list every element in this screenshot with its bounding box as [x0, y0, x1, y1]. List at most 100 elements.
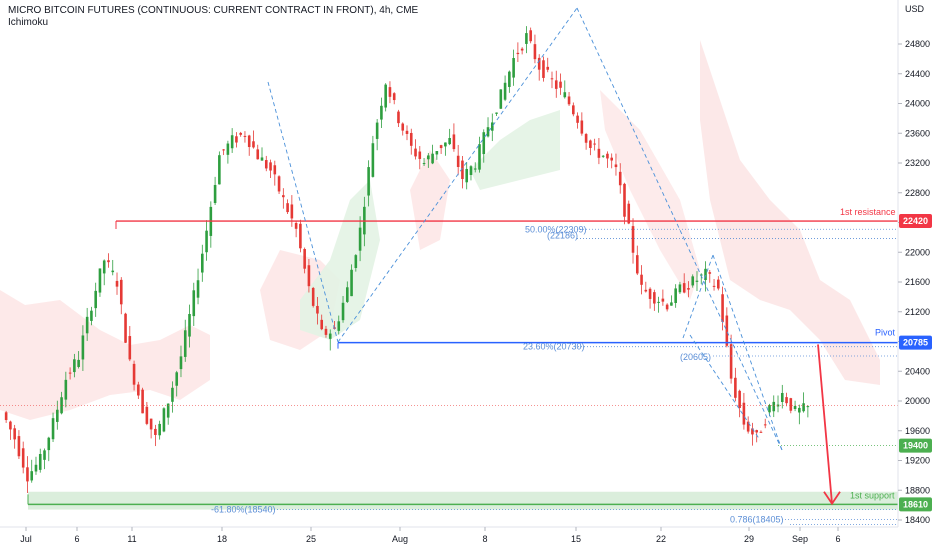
price-axis[interactable]: 1840018800192001960020000204002080021200…	[897, 0, 932, 527]
candle-body	[124, 313, 127, 343]
candle-body	[572, 105, 575, 115]
candle-body	[755, 430, 758, 433]
candle-body	[149, 418, 153, 430]
candle-body	[499, 89, 503, 109]
y-tick-label: 20400	[905, 366, 930, 376]
candle-body	[17, 436, 21, 457]
candle-body	[64, 379, 68, 400]
pattern-leg-ab	[337, 7, 578, 343]
candle-body	[653, 292, 656, 304]
candle-body	[576, 115, 579, 123]
candle-body	[43, 450, 46, 460]
fib-label: (20605)	[680, 352, 711, 362]
candle-body	[171, 387, 174, 402]
support-zone	[28, 491, 898, 510]
projection-arrowhead	[823, 491, 841, 506]
cloud-red-drop	[600, 90, 700, 300]
cloud-green-aug	[470, 110, 560, 190]
candle-body	[77, 359, 80, 367]
candle-body	[623, 183, 626, 217]
candle-body	[175, 372, 179, 386]
candle-body	[132, 363, 136, 385]
candle-body	[478, 144, 481, 170]
candle-body	[85, 316, 89, 334]
candle-body	[729, 344, 733, 379]
candle-body	[635, 255, 639, 274]
candle-body	[678, 284, 682, 293]
candle-body	[512, 58, 515, 78]
price-tag-text: 18610	[903, 499, 928, 509]
x-tick-label: 6	[835, 534, 840, 544]
time-axis[interactable]: Jul 6 11 18 25 Aug 8 15 22 29 Sep 6	[0, 526, 898, 544]
candle-body	[439, 145, 443, 149]
pivot-label: Pivot	[875, 328, 896, 338]
x-tick-label: 18	[217, 534, 227, 544]
candle-body	[243, 135, 247, 137]
candle-body	[785, 397, 788, 404]
support-label: 1st support	[850, 490, 895, 500]
candle-body	[94, 290, 97, 309]
candle-body	[486, 127, 490, 137]
candle-body	[469, 166, 473, 175]
candle-body	[68, 372, 72, 374]
candle-body	[763, 424, 767, 426]
candle-body	[371, 143, 375, 177]
candle-body	[107, 260, 110, 263]
candle-body	[294, 223, 298, 229]
pattern-leg-bc	[576, 7, 783, 451]
candle-body	[597, 148, 601, 158]
candle-body	[657, 301, 660, 303]
candle-body	[793, 405, 797, 410]
candle-body	[414, 148, 417, 157]
candle-body	[30, 471, 34, 481]
candle-body	[307, 265, 311, 287]
y-tick-label: 24400	[905, 69, 930, 79]
x-tick-label: 22	[656, 534, 666, 544]
candle-body	[341, 302, 345, 321]
candle-body	[119, 279, 123, 305]
candle-body	[81, 335, 85, 360]
candle-body	[559, 81, 562, 88]
candle-body	[542, 60, 545, 78]
candle-body	[260, 157, 264, 161]
candle-body	[192, 290, 196, 317]
cloud-red-late	[700, 40, 880, 385]
y-tick-label: 24000	[905, 99, 930, 109]
candle-body	[328, 333, 332, 339]
resistance-label: 1st resistance	[840, 207, 896, 217]
candle-body	[56, 409, 59, 422]
candle-body	[444, 142, 447, 147]
candle-body	[687, 288, 690, 290]
y-tick-label: 22800	[905, 188, 930, 198]
candle-body	[247, 135, 251, 148]
price-tag-text: 22420	[903, 216, 928, 226]
candle-body	[183, 330, 187, 357]
candle-body	[614, 164, 618, 168]
candle-body	[533, 44, 537, 60]
y-tick-label: 23200	[905, 158, 930, 168]
candle-body	[405, 130, 409, 134]
candle-body	[324, 328, 328, 335]
candle-body	[606, 153, 609, 159]
pattern-leg-inner	[689, 334, 761, 441]
candle-body	[721, 294, 724, 322]
candle-body	[435, 151, 439, 155]
candle-body	[388, 87, 392, 97]
candle-body	[648, 288, 652, 299]
candle-body	[431, 153, 434, 164]
candle-body	[34, 464, 38, 472]
candle-body	[367, 167, 370, 196]
chart-title: MICRO BITCOIN FUTURES (CONTINUOUS: CURRE…	[8, 5, 419, 16]
candle-body	[725, 315, 729, 346]
candle-body	[290, 204, 294, 219]
y-tick-label: 18400	[905, 515, 930, 525]
ichimoku-cloud	[0, 40, 880, 420]
candle-body	[218, 155, 221, 185]
candle-body	[772, 401, 776, 412]
candle-body	[320, 319, 324, 330]
x-tick-label: 11	[127, 534, 136, 544]
candle-body	[205, 230, 208, 253]
candle-body	[665, 304, 669, 310]
candle-body	[631, 226, 635, 253]
